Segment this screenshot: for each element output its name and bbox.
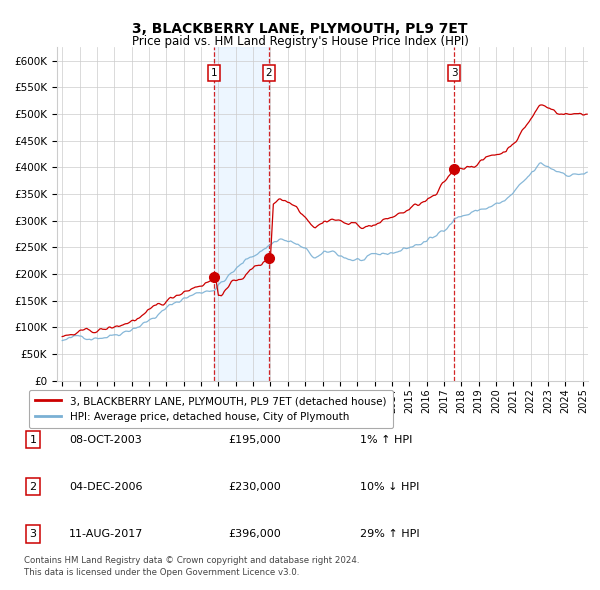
Text: 3: 3 [451,68,457,78]
Bar [214,47,269,381]
Text: 2: 2 [266,68,272,78]
Text: Contains HM Land Registry data © Crown copyright and database right 2024.
This d: Contains HM Land Registry data © Crown c… [24,556,359,577]
Text: 10% ↓ HPI: 10% ↓ HPI [360,482,419,491]
Text: £230,000: £230,000 [228,482,281,491]
Text: 2: 2 [29,482,37,491]
Text: 11-AUG-2017: 11-AUG-2017 [69,529,143,539]
Text: 1: 1 [211,68,217,78]
Text: 1: 1 [29,435,37,444]
Text: £396,000: £396,000 [228,529,281,539]
Text: 3: 3 [29,529,37,539]
Text: 1% ↑ HPI: 1% ↑ HPI [360,435,412,444]
Text: 29% ↑ HPI: 29% ↑ HPI [360,529,419,539]
Text: 08-OCT-2003: 08-OCT-2003 [69,435,142,444]
Text: 04-DEC-2006: 04-DEC-2006 [69,482,143,491]
Text: 3, BLACKBERRY LANE, PLYMOUTH, PL9 7ET: 3, BLACKBERRY LANE, PLYMOUTH, PL9 7ET [132,22,468,37]
Text: £195,000: £195,000 [228,435,281,444]
Text: Price paid vs. HM Land Registry's House Price Index (HPI): Price paid vs. HM Land Registry's House … [131,35,469,48]
Legend: 3, BLACKBERRY LANE, PLYMOUTH, PL9 7ET (detached house), HPI: Average price, deta: 3, BLACKBERRY LANE, PLYMOUTH, PL9 7ET (d… [29,390,392,428]
